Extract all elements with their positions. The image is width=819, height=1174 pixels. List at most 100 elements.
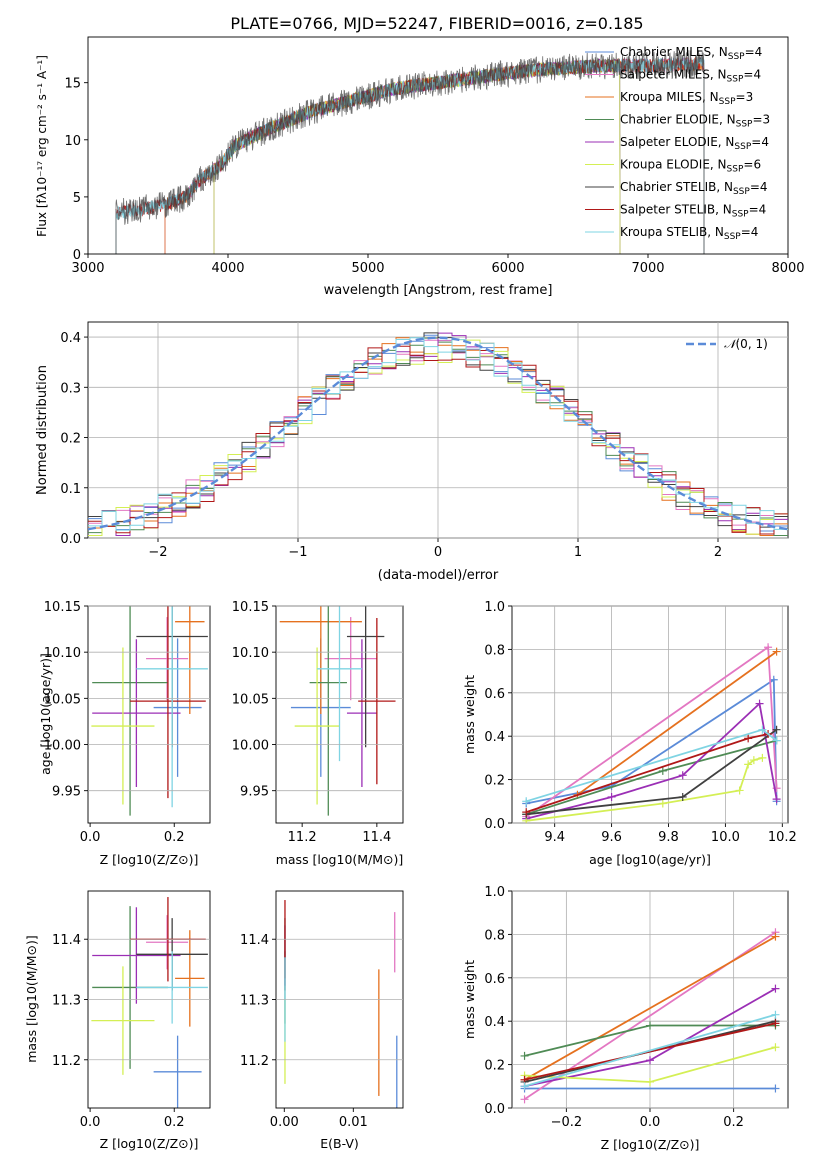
legend-label-sub: SSP — [727, 165, 744, 175]
histogram-step — [88, 345, 788, 535]
weight-marker — [744, 734, 753, 743]
weight-marker — [520, 1082, 529, 1091]
x-tick-label: 9.8 — [658, 830, 679, 845]
plot-area — [91, 606, 208, 816]
y-tick-label: 1.0 — [484, 885, 505, 900]
legend-label-tail: =4 — [741, 225, 759, 239]
x-tick-label: 4000 — [211, 261, 244, 276]
residual-histogram-panel: −2 −1 0 1 2 0.0 0.1 0.2 0.3 0.4 𝒩(0, 1) (data-model… — [35, 321, 789, 583]
legend-label-sub: SSP — [733, 187, 750, 197]
legend-label-sub: SSP — [727, 75, 744, 85]
weight-marker — [520, 1051, 529, 1060]
x-tick-label: 1 — [574, 545, 582, 560]
plot-area — [115, 50, 705, 254]
weight-marker — [772, 736, 781, 745]
mass-vs-metallicity-panel: 0.0 0.2 11.2 11.3 11.4 Z [log10(Z/Z⊙)] mass [l… — [24, 890, 211, 1151]
weight-marker — [522, 797, 531, 806]
legend-label-tail: =3 — [752, 113, 770, 127]
legend-label: Kroupa ELODIE, NSSP=6 — [620, 158, 761, 175]
weight-marker — [771, 1043, 780, 1052]
x-tick-label: 2 — [714, 545, 722, 560]
weight-marker — [658, 799, 667, 808]
x-tick-label: 0.0 — [640, 1115, 661, 1130]
weight-marker — [771, 984, 780, 993]
weight-marker — [520, 1095, 529, 1104]
y-tick-label: 0.6 — [484, 687, 505, 702]
y-axis-label: age [log10(age/yr)] — [38, 653, 53, 775]
x-tick-label: 11.4 — [362, 830, 391, 845]
weight-marker — [769, 675, 778, 684]
legend-label-sub: SSP — [732, 210, 749, 220]
legend-label-tail: =6 — [743, 158, 761, 172]
x-tick-label: −1 — [288, 545, 307, 560]
legend-label: Salpeter STELIB, NSSP=4 — [620, 203, 766, 220]
y-tick-label: 0.3 — [60, 381, 81, 396]
y-tick-label: 10.15 — [232, 600, 269, 615]
weight-marker — [772, 647, 781, 656]
legend-label: Salpeter MILES, NSSP=4 — [620, 68, 761, 85]
x-axis-label: Z [log10(Z/Z⊙)] — [100, 1136, 199, 1151]
legend-label: Salpeter ELODIE, NSSP=4 — [620, 135, 769, 152]
y-tick-label: 11.2 — [240, 1054, 269, 1069]
y-tick-label: 0.2 — [484, 1059, 505, 1074]
x-tick-label: 9.6 — [601, 830, 622, 845]
x-axis-label: mass [log10(M/M⊙)] — [276, 852, 404, 867]
weight-marker — [764, 643, 773, 652]
legend-label-main: Chabrier ELODIE, N — [620, 113, 736, 127]
plot-area — [522, 643, 781, 823]
y-tick-label: 10.05 — [232, 692, 269, 707]
weight-marker — [744, 760, 753, 769]
weight-marker — [678, 792, 687, 801]
weight-marker — [772, 725, 781, 734]
y-tick-label: 5 — [73, 191, 81, 206]
x-axis-label: (data-model)/error — [378, 568, 499, 583]
weight-line — [576, 650, 778, 796]
spectrum-line — [115, 50, 705, 254]
x-tick-label: −0.2 — [551, 1115, 583, 1130]
x-tick-label: 0.2 — [164, 1115, 185, 1130]
x-tick-label: 0.0 — [80, 1115, 101, 1130]
y-tick-label: 10.00 — [44, 739, 81, 754]
y-tick-label: 10.05 — [44, 692, 81, 707]
age-vs-metallicity-panel: 0.0 0.2 9.95 10.00 10.05 10.10 10.15 Z [log10(Z… — [38, 600, 211, 867]
x-axis-label: Z [log10(Z/Z⊙)] — [601, 1137, 700, 1152]
y-tick-label: 0.4 — [484, 730, 505, 745]
y-tick-label: 11.3 — [240, 994, 269, 1009]
y-tick-label: 0.4 — [484, 1015, 505, 1030]
x-tick-label: 11.2 — [288, 830, 317, 845]
legend-label: Chabrier ELODIE, NSSP=3 — [620, 113, 770, 130]
x-tick-label: 0.0 — [80, 830, 101, 845]
legend-label: Kroupa STELIB, NSSP=4 — [620, 225, 758, 242]
spectrum-panel: 3000 4000 5000 6000 7000 8000 0 5 10 15 wavelength… — [35, 36, 805, 298]
weight-marker — [646, 1056, 654, 1065]
legend-label-tail: =4 — [751, 135, 769, 149]
histogram-step — [88, 337, 788, 531]
x-axis-label: wavelength [Angstrom, rest frame] — [324, 283, 553, 298]
weight-marker — [771, 1019, 780, 1028]
histogram-step — [88, 332, 788, 536]
y-axis-label: Flux [fλ10⁻¹⁷ erg cm⁻² s⁻¹ A⁻¹] — [35, 55, 49, 237]
x-tick-label: 0.00 — [270, 1115, 299, 1130]
plot-area — [520, 928, 780, 1104]
legend-label-tail: (0, 1) — [736, 337, 768, 351]
y-tick-label: 0.2 — [484, 774, 505, 789]
y-tick-label: 0.6 — [484, 972, 505, 987]
y-tick-label: 0.2 — [60, 432, 81, 447]
x-tick-label: 0.2 — [164, 830, 185, 845]
weight-marker — [758, 725, 767, 734]
y-tick-label: 10 — [64, 134, 81, 149]
y-axis-label: mass weight — [462, 675, 477, 754]
weight-marker — [758, 753, 767, 762]
y-tick-label: 11.4 — [52, 933, 81, 948]
x-tick-label: 9.4 — [544, 830, 565, 845]
x-tick-label: 8000 — [771, 261, 804, 276]
weight-marker — [771, 1010, 780, 1019]
x-tick-label: 0 — [434, 545, 442, 560]
figure-title: PLATE=0766, MJD=52247, FIBERID=0016, z=0… — [230, 14, 643, 33]
histogram-step — [88, 332, 788, 528]
y-tick-label: 15 — [64, 77, 81, 92]
plot-area — [279, 606, 396, 816]
weight-marker — [735, 786, 744, 795]
y-axis-label: mass weight — [462, 960, 477, 1039]
